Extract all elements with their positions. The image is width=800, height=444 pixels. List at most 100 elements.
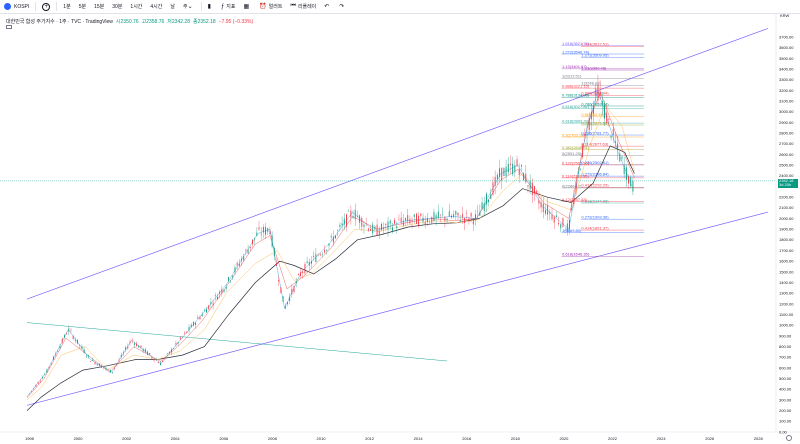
candle-body [330,236,332,238]
candle-body [129,341,131,344]
candle-body [549,212,551,214]
fib-level-label: 0.618(3027.81) [562,104,590,109]
compare-button[interactable]: + [38,0,54,14]
candle-body [175,342,177,345]
candle-body [138,345,140,348]
candle-body [142,348,144,352]
candle-body [149,353,151,355]
interval-5m[interactable]: 5분 [75,0,90,14]
candle-body [118,359,120,361]
candle-body [466,212,468,214]
candle-body [479,212,481,216]
candle-body [48,366,50,368]
candle-body [492,182,494,195]
candle-body [450,215,452,218]
interval-15m[interactable]: 15분 [90,0,108,14]
undo-icon: ↶ [324,4,330,10]
interval-label: 30분 [112,4,123,10]
symbol-selector[interactable]: KOSPI [0,0,33,14]
candle-body [144,349,146,353]
moving-average-line [26,89,633,397]
candle-body [225,286,227,289]
undo-button[interactable]: ↶ [320,0,335,14]
price-tick-label: 2400.00 [779,173,794,178]
candle-body [297,274,299,275]
interval-label: 4시간 [150,4,163,10]
interval-30m[interactable]: 30분 [108,0,126,14]
candle-body [435,215,437,219]
candle-body [168,351,170,354]
candle-body [457,212,459,216]
currency-label[interactable]: KRW [780,13,790,18]
replay-button[interactable]: ⏮ 리플레이 [286,0,320,14]
price-tick-label: 3100.00 [779,98,794,103]
fib-level-label: 0.382(2646.91) [562,145,590,150]
alert-button[interactable]: ⏰ 얼러트 [255,0,286,14]
price-tick-label: 100.00 [779,419,792,424]
interval-day[interactable]: 날 [166,0,179,14]
candle-body [455,210,457,215]
candle-body [92,359,94,361]
candle-body [223,289,225,292]
candle-body [610,135,612,138]
candle-body [245,249,247,251]
candle-body [195,322,197,325]
price-tick-label: 600.00 [779,365,792,370]
fib-level-label: 0.618(2893.29) [562,119,590,124]
candle-body [516,159,518,167]
time-tick-label: 2018 [511,436,521,441]
time-tick-label: 2006 [219,436,229,441]
interval-1h[interactable]: 1시간 [126,0,146,14]
interval-week[interactable]: 주 ⌄ [179,0,199,14]
interval-4h[interactable]: 4시간 [146,0,166,14]
candle-body [90,361,92,362]
candle-body [276,263,277,266]
candle-body [590,111,592,120]
candle-body [475,214,476,219]
chart-legend: 대한민국 합성 주가지수 · 1주 · TVC · TradingView 시2… [6,18,253,29]
price-tick-label: 1100.00 [779,312,794,317]
candle-body [352,216,354,218]
candle-body [157,362,159,364]
candle-body [396,226,398,229]
candle-body [302,271,304,274]
candle-body [588,118,590,131]
candle-body [265,227,267,235]
candle-body [306,261,308,263]
candle-body [381,223,382,230]
layout-button[interactable]: ▦ [240,0,256,14]
legend-close: 종2352.18 [192,19,216,25]
price-tick-label: 1900.00 [779,227,794,232]
legend-collapse-icon[interactable] [6,25,12,29]
gear-icon[interactable] [786,435,792,441]
symbol-label: KOSPI [14,3,30,10]
candle-body [579,169,581,171]
trend-line [26,322,448,362]
fib-level-label: 0.786(3134.98) [562,93,590,98]
candle-body [55,353,57,355]
candle-body [582,144,584,158]
candle-body [164,357,166,359]
candle-body [599,91,601,97]
candle-body [260,233,262,235]
candle-body [481,202,483,209]
interval-1m[interactable]: 1분 [59,0,74,14]
candle-body [540,202,542,208]
indicators-button[interactable]: ƒ 지표 [217,0,240,14]
candle-body [558,223,560,225]
candle-body [101,365,103,368]
candle-body [133,343,135,345]
redo-button[interactable]: ↷ [335,0,350,14]
fib-level-label: 1.414(3612.51) [581,42,609,47]
time-tick-label: 2010 [317,436,327,441]
fib-level-label: 0.786(3053.74) [581,101,609,106]
candle-body [269,230,271,235]
chart-type-button[interactable]: ▮ [204,0,217,14]
candle-body [94,362,96,365]
fib-level-label: 1.13(3390.48) [581,65,607,70]
toolbar-divider [200,2,202,11]
candle-body [335,235,336,239]
candle-body [496,174,498,180]
candle-body [339,224,341,227]
